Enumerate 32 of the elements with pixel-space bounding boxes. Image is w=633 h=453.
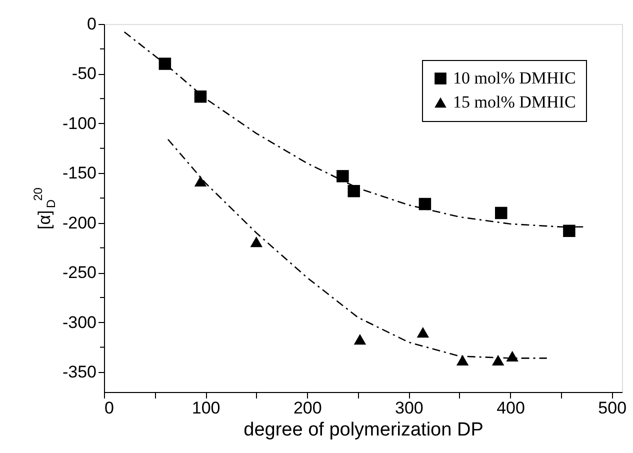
- y-tick-label: 0: [87, 14, 96, 34]
- point: [418, 198, 432, 210]
- x-tick-label: 100: [192, 398, 220, 418]
- point: [506, 350, 518, 362]
- x-tick-label: 400: [496, 398, 525, 418]
- point: [456, 354, 469, 366]
- point: [348, 184, 360, 198]
- point: [563, 224, 576, 237]
- x-tick-label: 300: [395, 398, 424, 418]
- point: [336, 170, 349, 182]
- y-tick-label: -250: [62, 263, 96, 282]
- point: [194, 90, 207, 103]
- point: [495, 206, 508, 220]
- y-tick-label: -150: [62, 164, 96, 183]
- point: [416, 327, 430, 338]
- legend-label: 10 mol% DMHIC: [453, 68, 576, 88]
- point: [158, 58, 172, 70]
- x-tick-label: 0: [104, 398, 114, 418]
- x-tick-label: 500: [598, 398, 627, 418]
- y-tick-label: -350: [62, 362, 96, 382]
- x-tick-label: 200: [293, 398, 322, 418]
- y-tick-label: -100: [62, 114, 96, 133]
- y-axis-title: [α]D20: [31, 187, 58, 230]
- point: [354, 334, 366, 345]
- y-tick-label: -50: [72, 64, 96, 84]
- point: [492, 354, 504, 366]
- legend-label: 15 mol% DMHIC: [453, 92, 576, 112]
- y-tick-label: -300: [62, 312, 96, 332]
- y-tick-label: -200: [62, 213, 96, 232]
- point: [250, 236, 262, 248]
- point: [194, 176, 207, 186]
- x-axis-title: degree of polymerization DP: [244, 420, 484, 440]
